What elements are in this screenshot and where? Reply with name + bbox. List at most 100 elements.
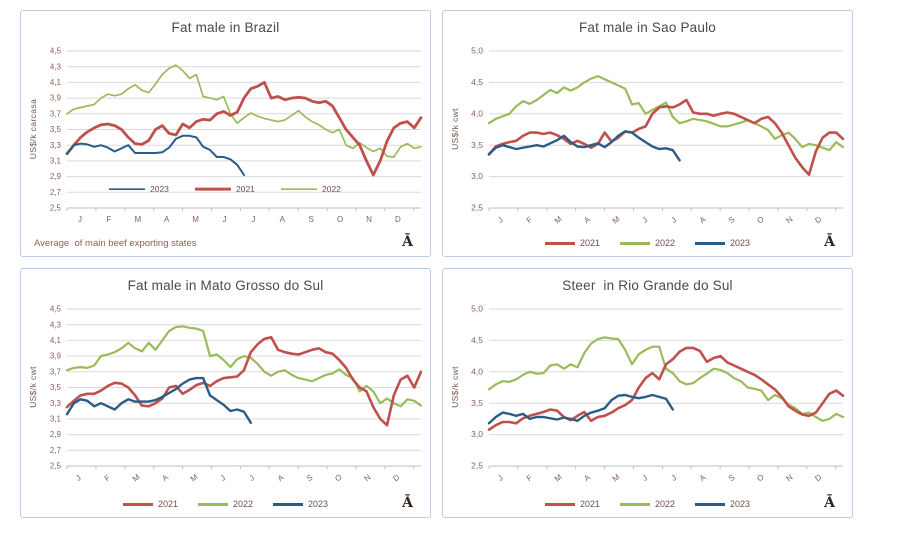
x-tick-label: M [553,472,564,483]
legend-item-2023: 2023 [273,499,328,509]
y-tick-label: 3,0 [471,171,483,181]
y-tick-label: 4,1 [50,336,62,345]
x-tick-label: A [582,472,592,483]
series-line-2021 [65,81,423,177]
y-tick-label: 3,0 [471,429,483,439]
legend: 2021 2022 2023 [443,499,852,509]
x-tick-label: M [553,214,564,225]
y-tick-label: 3,3 [50,399,62,408]
y-tick-label: 4,5 [471,335,483,345]
series-line-2023 [487,130,681,162]
y-tick-label: 2,5 [471,203,483,213]
y-tick-label: 3,5 [471,398,483,408]
chart-footnote: Average of main beef exporting states [34,238,197,249]
legend-label-2022: 2022 [322,184,341,194]
legend-item-2022: 2022 [619,238,675,248]
x-tick-label: F [525,215,534,225]
legend-label-2021: 2021 [579,499,600,509]
x-tick-label: N [784,215,794,226]
chart-title-rio-grande: Steer in Rio Grande do Sul [562,278,733,293]
y-tick-label: 2,5 [471,461,483,471]
legend-label-2021: 2021 [157,499,178,509]
chart-title-mato-grosso: Fat male in Mato Grosso do Sul [127,278,324,293]
y-tick-label: 5,0 [471,304,483,314]
x-tick-label: A [698,214,708,225]
chart-panel-brazil: Fat male in Brazil US$/k carcasa 4,5 4,3 4… [20,10,431,257]
legend-label-2023: 2023 [730,238,751,248]
legend-swatch-2022 [197,502,228,506]
legend-item-2021: 2021 [544,238,600,248]
legend-item-2022: 2022 [619,499,676,509]
legend-swatch-2023 [695,241,726,245]
y-tick-label: 3,3 [50,141,62,150]
legend-item-2021: 2021 [122,499,178,509]
x-tick-label: S [727,473,737,483]
legend-item-2021: 2021 [544,499,600,509]
legend-item-2023: 2023 [695,238,750,248]
chart-title-sao-paulo: Fat male in Sao Paulo [578,20,717,35]
x-tick-label: M [189,472,200,483]
y-tick-label: 3,5 [471,140,483,150]
x-tick-label: O [333,473,343,484]
x-tick-label: O [337,215,343,224]
x-tick-label: D [813,473,823,484]
legend-swatch-2021 [544,502,575,506]
plot-area-mato-grosso: 4,5 4,3 4,1 3,9 3,7 3,5 3,3 3,1 2,9 2,7 2,5 J F M A M J J… [50,305,423,484]
series-line-2021 [487,346,845,431]
y-tick-label: 3,9 [50,352,62,361]
y-tick-label: 4,0 [471,366,483,376]
y-tick-label: 4,3 [50,320,62,329]
legend-item-2022: 2022 [197,499,254,509]
y-tick-label: 4,0 [471,108,483,118]
logo-a-macron-icon: Ā [824,234,835,250]
y-tick-label: 3,9 [50,94,62,103]
y-tick-label: 4,5 [50,47,62,56]
x-tick-label: J [670,215,679,225]
y-tick-label: 2,7 [50,446,62,455]
y-tick-label: 4,5 [471,77,483,87]
y-tick-label: 3,7 [50,109,62,118]
legend-label-2021: 2021 [579,238,600,248]
legend: 2021 2022 2023 [443,238,852,248]
series-line-2021 [65,335,423,427]
y-tick-label: 3,5 [50,383,62,392]
x-tick-label: M [192,215,199,224]
x-tick-label: F [106,215,111,224]
x-tick-label: D [395,215,401,224]
x-tick-label: J [251,215,255,224]
x-tick-label: A [276,472,286,483]
legend-swatch-2021 [544,241,575,245]
chart-panel-mato-grosso: Fat male in Mato Grosso do Sul US$/k cwt… [20,268,431,518]
plot-area-rio-grande: 5,0 4,5 4,0 3,5 3,0 2,5 J F M A M J J A S O N D [471,304,845,484]
x-tick-label: M [131,472,142,483]
x-tick-label: J [496,473,505,483]
x-tick-label: J [78,215,82,224]
x-tick-label: A [160,472,170,483]
y-tick-label: 5,0 [471,46,483,56]
legend-swatch-2022 [619,502,650,506]
logo-a-macron-icon: Ā [824,495,835,511]
x-tick-label: J [670,473,679,483]
logo-a-macron-icon: Ā [402,234,413,250]
series-line-2023 [65,376,253,425]
series-line-2023 [487,393,675,425]
y-tick-label: 2,5 [50,462,62,471]
legend-label-2022: 2022 [232,499,254,509]
legend-swatch-2023 [695,502,726,506]
x-tick-label: D [813,215,823,226]
x-tick-label: S [727,215,737,225]
y-tick-label: 2,5 [50,204,62,213]
y-tick-label: 3,1 [50,415,62,424]
x-tick-label: M [611,472,622,483]
legend-label-2022: 2022 [654,499,676,509]
legend-swatch-2023 [273,502,304,506]
x-tick-label: A [698,472,708,483]
legend-label-2023: 2023 [150,184,169,194]
plot-area-sao-paulo: 5,0 4,5 4,0 3,5 3,0 2,5 J F M A M J J A S O N D [471,46,845,226]
x-tick-label: N [784,473,794,484]
x-tick-label: A [280,215,286,224]
x-tick-label: S [305,473,315,483]
chart-title-brazil: Fat male in Brazil [171,20,280,35]
x-tick-label: J [641,215,650,225]
y-tick-label: 2,9 [50,430,62,439]
